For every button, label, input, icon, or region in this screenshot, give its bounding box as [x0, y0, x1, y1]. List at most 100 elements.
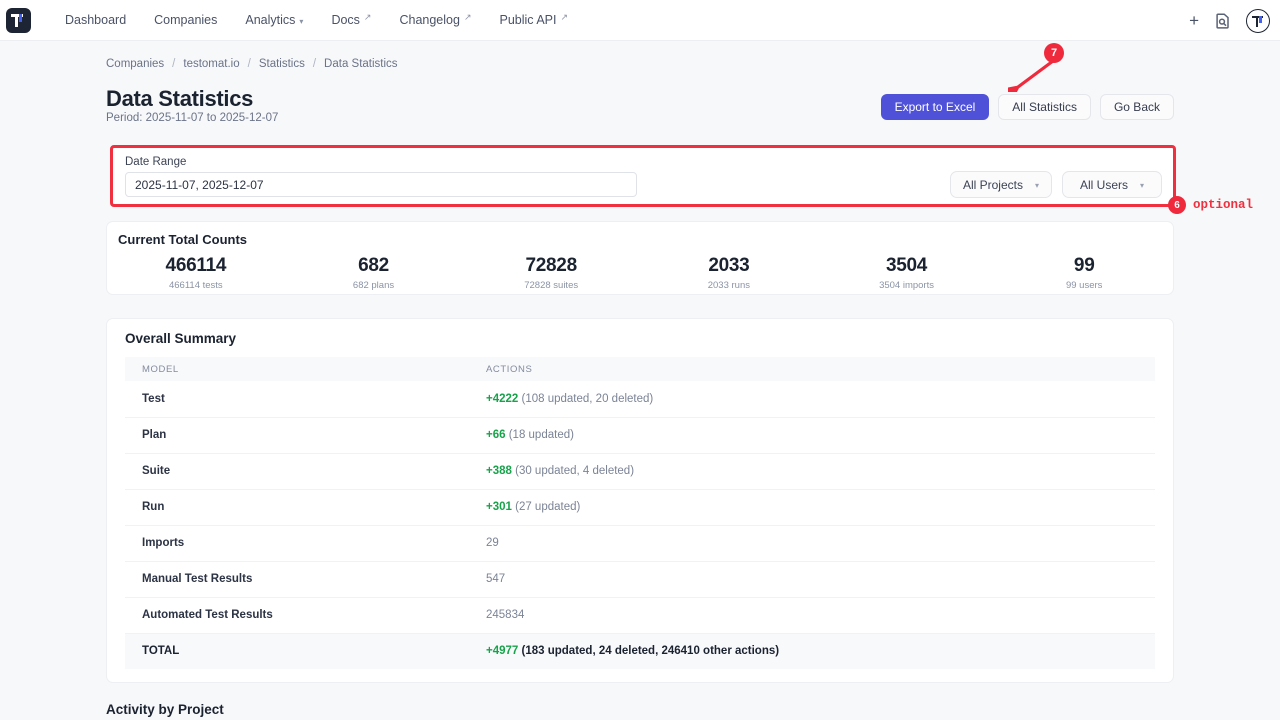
- external-link-icon: ↗: [363, 11, 372, 22]
- go-back-button[interactable]: Go Back: [1099, 94, 1174, 120]
- stat-label: 2033 runs: [707, 280, 750, 291]
- table-row: TOTAL +4977 (183 updated, 24 deleted, 246…: [125, 633, 1155, 669]
- stat-item: 3504 3504 imports: [818, 255, 996, 291]
- stat-value: 682: [358, 255, 389, 276]
- delta-value: +4222: [486, 392, 519, 405]
- plus-icon[interactable]: +: [1189, 11, 1199, 30]
- nav-link-label: Changelog: [399, 13, 460, 27]
- date-range-label: Date Range: [125, 156, 187, 168]
- totals-card-title: Current Total Counts: [118, 232, 248, 247]
- table-row: Manual Test Results 547: [125, 561, 1155, 598]
- stat-value: 99: [1073, 255, 1095, 276]
- cell-model: Run: [125, 489, 469, 526]
- cell-actions: +388 (30 updated, 4 deleted): [469, 453, 1155, 490]
- users-select-value: All Users: [1079, 177, 1128, 192]
- cell-actions: +301 (27 updated): [469, 489, 1155, 526]
- all-statistics-button[interactable]: All Statistics: [998, 94, 1091, 120]
- nav-link-label: Companies: [154, 13, 218, 27]
- delta-value: +4977: [486, 645, 519, 658]
- chevron-down-icon: ▾: [299, 16, 304, 26]
- period-subtitle: Period: 2025-11-07 to 2025-12-07: [106, 112, 279, 124]
- table-row: Plan +66 (18 updated): [125, 417, 1155, 454]
- table-row: Run +301 (27 updated): [125, 489, 1155, 526]
- table-header-row: MODEL ACTIONS: [125, 357, 1155, 381]
- date-range-input[interactable]: [125, 172, 637, 197]
- stat-value: 466114: [165, 255, 227, 276]
- stat-label: 3504 imports: [879, 280, 934, 291]
- nav-link-label: Docs: [331, 13, 360, 27]
- overall-summary-table: MODEL ACTIONS Test +4222 (108 updated, 20 …: [125, 357, 1155, 669]
- filter-selects: All Projects ▾ All Users ▾: [949, 171, 1162, 198]
- stat-label: 466114 tests: [168, 280, 223, 291]
- breadcrumb-separator: /: [247, 58, 251, 70]
- chevron-down-icon: ▾: [1034, 181, 1039, 190]
- docs-search-icon[interactable]: [1215, 12, 1230, 29]
- projects-select[interactable]: All Projects ▾: [949, 171, 1052, 198]
- cell-actions: 547: [469, 561, 1155, 598]
- cell-model: Manual Test Results: [125, 561, 469, 598]
- delta-value: +66: [486, 429, 506, 441]
- annotation-badge-6: 6: [1168, 196, 1186, 214]
- stat-value: 72828: [525, 255, 578, 276]
- breadcrumb-item-statistics[interactable]: Statistics: [258, 58, 305, 70]
- current-total-counts-card: Current Total Counts 466114 466114 tests 6…: [106, 221, 1174, 295]
- table-row: Imports 29: [125, 525, 1155, 562]
- table-body: Test +4222 (108 updated, 20 deleted) Plan +…: [125, 381, 1155, 669]
- nav-link-label: Public API: [499, 13, 557, 27]
- overall-summary-card: Overall Summary MODEL ACTIONS Test +4222 (…: [106, 318, 1174, 683]
- filters-panel: Date Range All Projects ▾ All Users ▾: [110, 145, 1176, 207]
- nav-link-public-api[interactable]: Public API ↗: [485, 12, 582, 28]
- export-to-excel-button[interactable]: Export to Excel: [880, 94, 990, 120]
- annotation-badge-7: 7: [1044, 43, 1064, 63]
- breadcrumb-item-data-statistics: Data Statistics: [324, 58, 398, 70]
- cell-actions: +4222 (108 updated, 20 deleted): [469, 381, 1155, 418]
- actions-detail: (30 updated, 4 deleted): [515, 465, 635, 477]
- top-navbar: Dashboard Companies Analytics ▾ Docs ↗ Changel…: [0, 0, 1280, 41]
- delta-value: +301: [486, 501, 512, 513]
- annotation-7-arrow: [1008, 59, 1054, 92]
- users-select[interactable]: All Users ▾: [1062, 171, 1162, 198]
- nav-link-dashboard[interactable]: Dashboard: [51, 13, 140, 27]
- navbar-links: Dashboard Companies Analytics ▾ Docs ↗ Changel…: [51, 11, 582, 28]
- cell-actions: 245834: [469, 597, 1155, 634]
- nav-link-changelog[interactable]: Changelog ↗: [385, 11, 485, 28]
- nav-link-label: Analytics: [245, 13, 296, 27]
- breadcrumb-separator: /: [312, 58, 317, 70]
- actions-detail: 29: [486, 537, 499, 549]
- avatar[interactable]: [1246, 8, 1270, 33]
- breadcrumb-item-testomat-io[interactable]: testomat.io: [183, 58, 240, 70]
- stat-label: 682 plans: [352, 280, 395, 291]
- page-title: Data Statistics: [106, 86, 254, 111]
- cell-actions: 29: [469, 525, 1155, 562]
- cell-model: Imports: [125, 525, 469, 562]
- testomat-logo-icon[interactable]: [6, 7, 31, 33]
- actions-detail: (108 updated, 20 deleted): [521, 392, 654, 405]
- stat-item: 99 99 users: [995, 255, 1173, 291]
- chevron-down-icon: ▾: [1140, 181, 1145, 190]
- breadcrumb-separator: /: [172, 58, 176, 70]
- nav-link-label: Dashboard: [65, 13, 127, 27]
- actions-detail: (27 updated): [515, 501, 581, 513]
- nav-link-docs[interactable]: Docs ↗: [317, 11, 385, 28]
- actions-detail: 245834: [486, 609, 525, 621]
- nav-link-analytics[interactable]: Analytics ▾: [231, 13, 317, 27]
- external-link-icon: ↗: [463, 11, 472, 22]
- summary-card-title: Overall Summary: [125, 331, 237, 346]
- cell-actions: +66 (18 updated): [469, 417, 1155, 454]
- actions-detail: (18 updated): [508, 429, 574, 441]
- cell-actions: +4977 (183 updated, 24 deleted, 246410 o…: [469, 633, 1155, 669]
- breadcrumb-item-companies[interactable]: Companies: [106, 58, 165, 70]
- breadcrumb: Companies / testomat.io / Statistics / Data St…: [106, 58, 398, 70]
- stat-label: 99 users: [1065, 280, 1103, 291]
- cell-model: Test: [125, 381, 469, 418]
- totals-stats-row: 466114 466114 tests 682 682 plans 72828 72828…: [107, 255, 1173, 291]
- navbar-right-actions: +: [1189, 0, 1270, 41]
- annotation-6-label: optional: [1193, 198, 1254, 212]
- stat-item: 2033 2033 runs: [640, 255, 818, 291]
- stat-item: 682 682 plans: [285, 255, 463, 291]
- column-header: ACTIONS: [469, 357, 1155, 381]
- delta-value: +388: [486, 465, 512, 477]
- activity-by-project-title: Activity by Project: [106, 702, 224, 717]
- nav-link-companies[interactable]: Companies: [140, 13, 231, 27]
- header-actions: Export to Excel All Statistics Go Back: [880, 94, 1174, 120]
